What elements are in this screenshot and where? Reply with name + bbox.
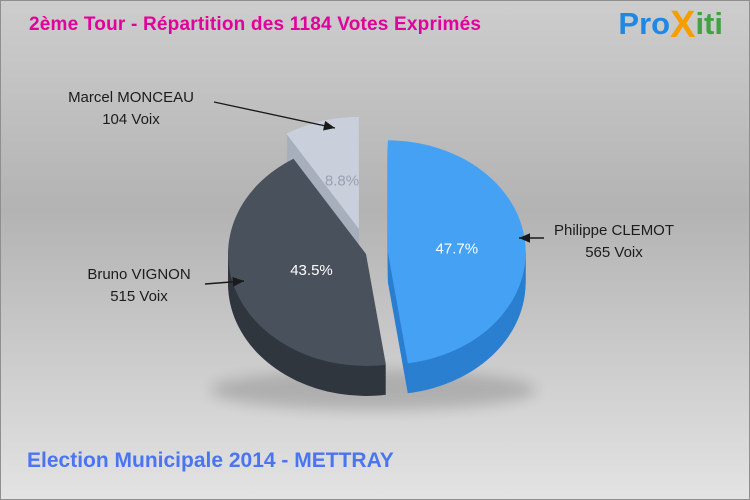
logo-text-pro: Pro bbox=[618, 6, 671, 41]
label-philippe-clemot: Philippe CLEMOT 565 Voix bbox=[539, 220, 689, 264]
label-bruno-vignon: Bruno VIGNON 515 Voix bbox=[69, 264, 209, 308]
proxiti-logo: ProXiti bbox=[618, 4, 723, 47]
pie-slices: 47.7% 43.5% 8.8% bbox=[228, 117, 526, 396]
candidate-votes: 515 Voix bbox=[110, 288, 168, 305]
callout-lines bbox=[204, 101, 544, 287]
logo-text-iti: iti bbox=[695, 6, 723, 41]
label-marcel-monceau: Marcel MONCEAU 104 Voix bbox=[41, 87, 221, 131]
pie-percent-label: 43.5% bbox=[290, 262, 333, 279]
pie-slice bbox=[387, 140, 526, 364]
logo-text-x: X bbox=[670, 4, 696, 46]
candidate-votes: 565 Voix bbox=[585, 244, 643, 261]
candidate-name: Bruno VIGNON bbox=[87, 266, 191, 283]
candidate-name: Marcel MONCEAU bbox=[68, 89, 194, 106]
candidate-votes: 104 Voix bbox=[102, 111, 160, 128]
footer-title: Election Municipale 2014 - METTRAY bbox=[27, 449, 394, 472]
pie-slice bbox=[228, 158, 386, 366]
pie-percent-label: 8.8% bbox=[325, 173, 359, 190]
pie-percent-label: 47.7% bbox=[436, 240, 479, 257]
candidate-name: Philippe CLEMOT bbox=[553, 222, 675, 239]
callout-line-monceau bbox=[213, 101, 336, 131]
page-title: 2ème Tour - Répartition des 1184 Votes E… bbox=[29, 14, 482, 35]
pie-slice bbox=[286, 117, 359, 229]
callout-line-vignon bbox=[204, 276, 245, 287]
